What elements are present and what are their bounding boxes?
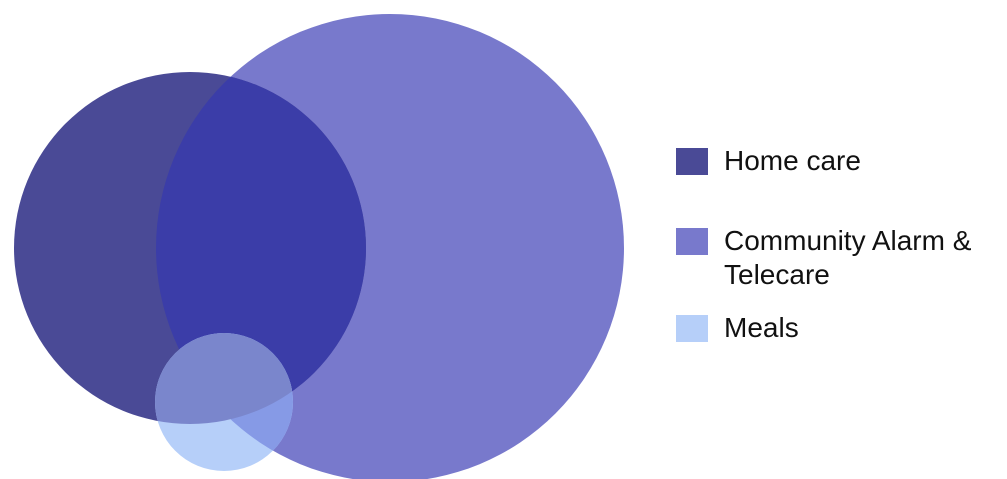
home-care-swatch (676, 148, 708, 175)
community-alarm-telecare-swatch (676, 228, 708, 255)
meals-swatch (676, 315, 708, 342)
meals-label: Meals (724, 312, 799, 343)
home-care-community-overlap (156, 72, 366, 424)
home-care-label: Home care (724, 145, 861, 176)
meals-home-care-overlap (155, 333, 293, 424)
community-alarm-telecare-label: Community Alarm & Telecare (724, 225, 972, 290)
